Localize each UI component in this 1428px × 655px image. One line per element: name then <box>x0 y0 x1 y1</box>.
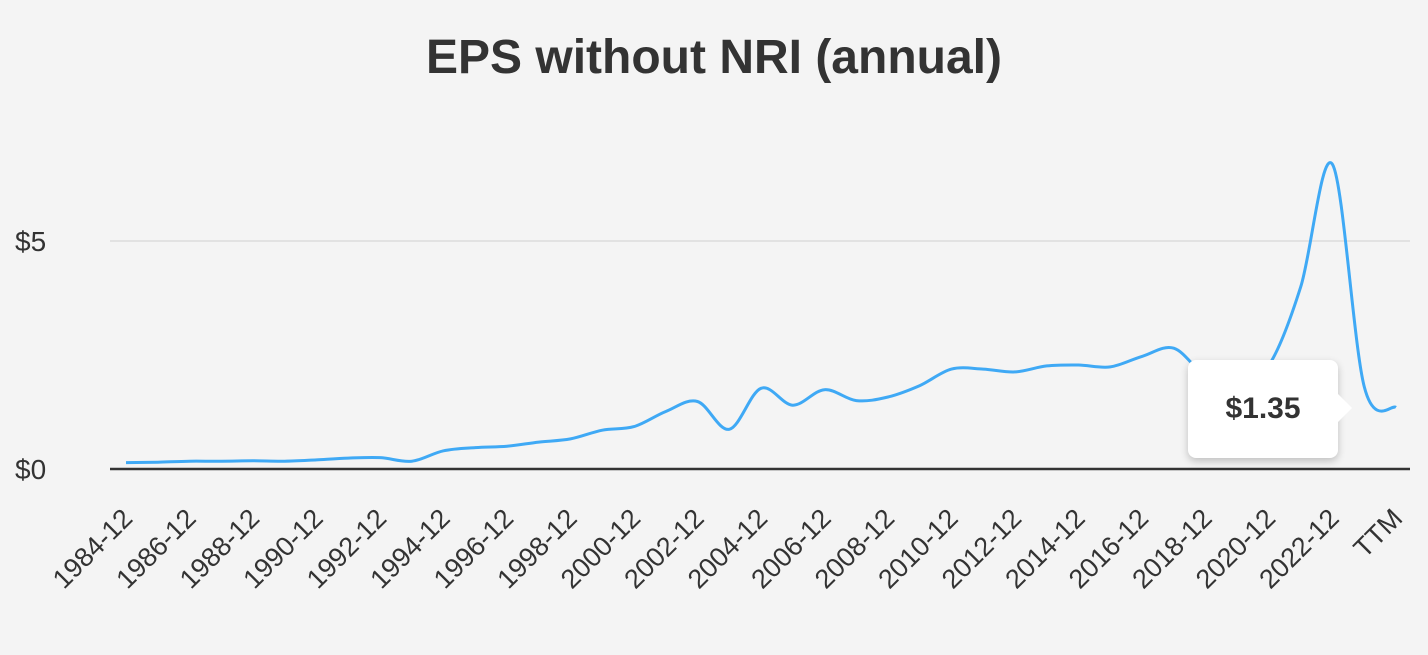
data-point[interactable] <box>787 399 799 411</box>
data-point[interactable] <box>565 433 577 445</box>
data-point[interactable] <box>1327 158 1339 170</box>
data-point[interactable] <box>152 456 164 468</box>
data-point[interactable] <box>692 396 704 408</box>
data-point[interactable] <box>1390 401 1402 413</box>
data-point[interactable] <box>215 455 227 467</box>
data-point[interactable] <box>184 455 196 467</box>
data-point[interactable] <box>1168 342 1180 354</box>
grid-layer <box>110 240 1410 471</box>
data-point[interactable] <box>342 452 354 464</box>
data-point[interactable] <box>279 455 291 467</box>
data-point[interactable] <box>406 455 418 467</box>
data-point[interactable] <box>1104 361 1116 373</box>
data-point[interactable] <box>1295 281 1307 293</box>
data-point[interactable] <box>533 436 545 448</box>
data-point[interactable] <box>311 454 323 466</box>
y-axis-labels: $0 $5 <box>15 226 46 485</box>
data-point[interactable] <box>819 384 831 396</box>
chart-title: EPS without NRI (annual) <box>426 31 1002 84</box>
data-point[interactable] <box>247 455 259 467</box>
x-axis-labels: 1984-121986-121988-121990-121992-121994-… <box>47 503 1408 594</box>
data-point[interactable] <box>628 421 640 433</box>
data-point[interactable] <box>755 382 767 394</box>
data-point[interactable] <box>1358 381 1370 393</box>
data-point[interactable] <box>438 445 450 457</box>
data-point[interactable] <box>374 452 386 464</box>
y-tick-label: $0 <box>15 454 46 485</box>
data-point[interactable] <box>946 363 958 375</box>
data-point[interactable] <box>723 423 735 435</box>
value-tooltip: $1.35 <box>1188 360 1352 458</box>
data-point[interactable] <box>596 424 608 436</box>
data-point[interactable] <box>977 363 989 375</box>
data-point[interactable] <box>1041 360 1053 372</box>
data-point[interactable] <box>501 440 513 452</box>
data-point[interactable] <box>882 391 894 403</box>
x-tick-label: TTM <box>1348 503 1408 563</box>
data-point[interactable] <box>850 395 862 407</box>
y-tick-label: $5 <box>15 226 46 257</box>
data-point[interactable] <box>660 406 672 418</box>
data-point[interactable] <box>1009 366 1021 378</box>
data-point[interactable] <box>1136 350 1148 362</box>
data-point[interactable] <box>1073 359 1085 371</box>
data-point[interactable] <box>120 457 132 469</box>
data-point[interactable] <box>914 380 926 392</box>
data-point[interactable] <box>469 442 481 454</box>
